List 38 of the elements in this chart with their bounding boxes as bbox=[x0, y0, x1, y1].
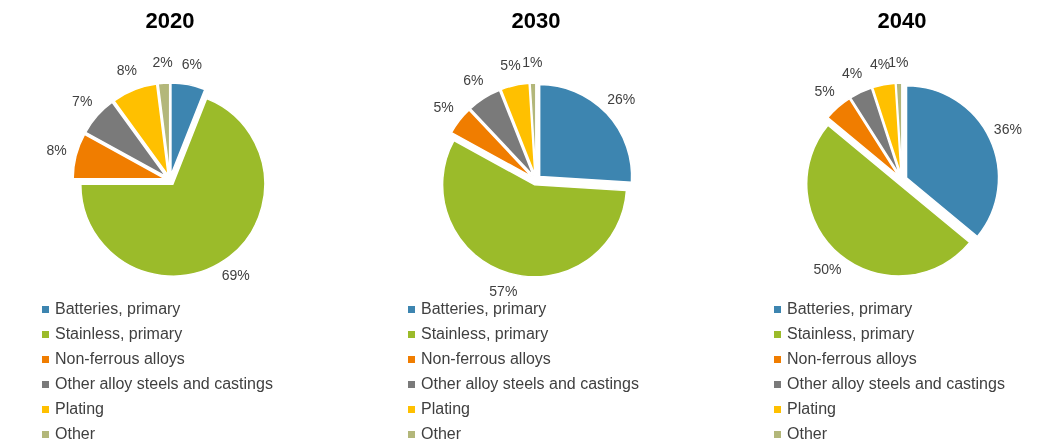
legend-label: Other alloy steels and castings bbox=[55, 375, 273, 393]
chart-title: 2030 bbox=[511, 8, 561, 33]
legend-label: Plating bbox=[55, 400, 104, 418]
data-label: 5% bbox=[814, 82, 835, 99]
legend-label: Non-ferrous alloys bbox=[421, 350, 551, 368]
data-label: 50% bbox=[813, 260, 842, 277]
data-label: 6% bbox=[181, 55, 203, 72]
data-label: 6% bbox=[463, 71, 484, 88]
data-label: 5% bbox=[500, 56, 521, 73]
legend-label: Other bbox=[55, 425, 96, 443]
legend-label: Non-ferrous alloys bbox=[787, 350, 917, 368]
legend-label: Other alloy steels and castings bbox=[421, 375, 639, 393]
data-label: 69% bbox=[221, 267, 250, 284]
data-label: 4% bbox=[842, 64, 863, 81]
legend-label: Stainless, primary bbox=[787, 325, 915, 343]
data-label: 5% bbox=[433, 98, 454, 115]
data-label: 1% bbox=[522, 53, 543, 70]
data-label: 36% bbox=[993, 120, 1022, 137]
legend-label: Other bbox=[421, 425, 462, 443]
legend-label: Batteries, primary bbox=[787, 300, 913, 318]
legend-label: Batteries, primary bbox=[55, 300, 181, 318]
chart-title: 2040 bbox=[877, 8, 927, 33]
data-label: 2% bbox=[152, 53, 173, 70]
legend-label: Non-ferrous alloys bbox=[55, 350, 185, 368]
data-label: 57% bbox=[489, 283, 518, 300]
legend-label: Other alloy steels and castings bbox=[787, 375, 1005, 393]
data-label: 8% bbox=[116, 61, 138, 78]
data-label: 8% bbox=[46, 141, 67, 158]
legend-label: Other bbox=[787, 425, 828, 443]
legend-label: Plating bbox=[787, 400, 836, 418]
chart-title: 2020 bbox=[145, 8, 195, 33]
legend-label: Plating bbox=[421, 400, 470, 418]
data-label: 7% bbox=[72, 93, 93, 110]
legend-label: Stainless, primary bbox=[421, 325, 549, 343]
legend-label: Stainless, primary bbox=[55, 325, 183, 343]
data-label: 26% bbox=[607, 90, 636, 107]
legend-label: Batteries, primary bbox=[421, 300, 547, 318]
data-label: 4% bbox=[869, 55, 891, 72]
